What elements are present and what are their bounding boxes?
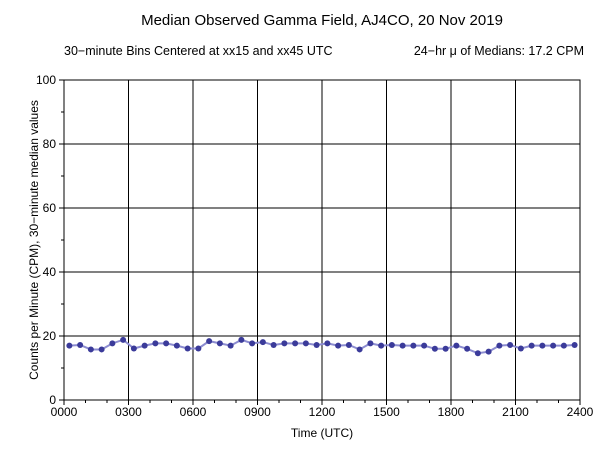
data-point xyxy=(120,336,127,343)
y-tick-label: 20 xyxy=(43,329,57,343)
x-tick-label: 0300 xyxy=(115,405,142,419)
data-point xyxy=(485,348,492,355)
y-axis-label: Counts per Minute (CPM), 30−minute media… xyxy=(27,100,41,380)
data-point xyxy=(571,341,578,348)
plot-frame xyxy=(63,79,581,401)
data-point xyxy=(507,341,514,348)
x-tick-label: 2100 xyxy=(502,405,529,419)
data-point xyxy=(474,350,481,357)
data-point xyxy=(141,342,148,349)
data-point xyxy=(195,345,202,352)
x-tick-label: 2400 xyxy=(567,405,594,419)
axis-ticks: 0000 0300 0600 0900 1200 1500 1800 2100 2400 0 20 4… xyxy=(36,73,594,419)
grid xyxy=(63,79,581,401)
data-point xyxy=(550,342,557,349)
data-point xyxy=(109,340,116,347)
data-point xyxy=(270,341,277,348)
data-point xyxy=(152,340,159,347)
x-tick-label: 0000 xyxy=(51,405,78,419)
y-tick-label: 80 xyxy=(43,137,57,151)
data-point xyxy=(453,342,460,349)
data-point xyxy=(410,342,417,349)
x-tick-label: 1500 xyxy=(373,405,400,419)
data-point xyxy=(496,342,503,349)
chart-subtitle-right: 24−hr μ of Medians: 17.2 CPM xyxy=(414,44,584,58)
y-tick-label: 40 xyxy=(43,265,57,279)
data-point xyxy=(442,345,449,352)
data-point xyxy=(281,340,288,347)
y-tick-label: 100 xyxy=(36,73,56,87)
data-point xyxy=(87,346,94,353)
data-point xyxy=(77,341,84,348)
data-point xyxy=(238,336,245,343)
data-point xyxy=(66,342,73,349)
data-point xyxy=(324,340,331,347)
data-point xyxy=(560,342,567,349)
data-point xyxy=(378,342,385,349)
data-point xyxy=(345,341,352,348)
data-point xyxy=(302,340,309,347)
x-axis-label: Time (UTC) xyxy=(291,426,353,440)
chart-title: Median Observed Gamma Field, AJ4CO, 20 N… xyxy=(141,12,503,29)
data-point xyxy=(539,342,546,349)
data-point xyxy=(421,342,428,349)
data-point xyxy=(259,339,266,346)
data-point xyxy=(399,342,406,349)
data-point xyxy=(431,345,438,352)
data-point xyxy=(227,342,234,349)
data-point xyxy=(184,345,191,352)
y-tick-label: 60 xyxy=(43,201,57,215)
data-point xyxy=(313,341,320,348)
y-tick-label: 0 xyxy=(49,393,56,407)
chart-subtitle-left: 30−minute Bins Centered at xx15 and xx45… xyxy=(64,44,333,58)
data-point xyxy=(464,345,471,352)
data-point xyxy=(173,342,180,349)
x-tick-label: 1800 xyxy=(438,405,465,419)
data-point xyxy=(356,346,363,353)
data-point xyxy=(130,345,137,352)
data-point xyxy=(517,345,524,352)
data-point xyxy=(98,346,105,353)
data-point xyxy=(292,340,299,347)
x-tick-label: 0600 xyxy=(180,405,207,419)
data-point xyxy=(216,340,223,347)
data-point xyxy=(249,340,256,347)
x-tick-label: 0900 xyxy=(244,405,271,419)
data-point xyxy=(367,340,374,347)
series-line xyxy=(66,336,578,357)
data-point xyxy=(335,342,342,349)
data-point xyxy=(388,341,395,348)
data-point xyxy=(163,340,170,347)
x-tick-label: 1200 xyxy=(309,405,336,419)
data-point xyxy=(206,338,213,345)
data-point xyxy=(528,342,535,349)
